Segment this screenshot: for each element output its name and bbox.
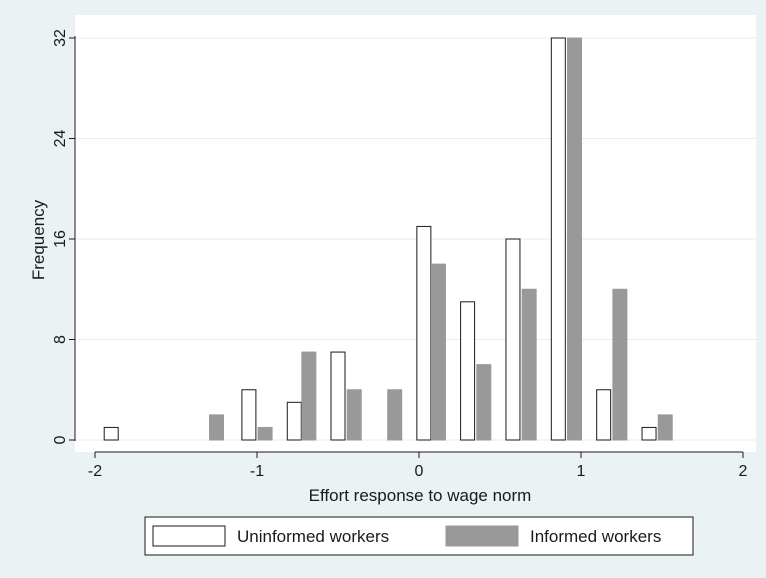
bar-uninformed-8 (596, 389, 612, 441)
bar-informed-10 (657, 414, 673, 441)
bar-informed-0 (209, 414, 224, 441)
bar-uninformed-7 (550, 37, 566, 441)
bar-informed-9 (612, 288, 628, 441)
bar-informed-8 (567, 37, 583, 441)
axes-layer: 0 8 16 24 32 -2 -1 0 1 2 (52, 29, 748, 480)
bar-informed-4 (387, 389, 403, 441)
y-tick-label-0: 0 (52, 435, 69, 444)
bars-layer (103, 37, 673, 441)
bar-informed-7 (521, 288, 537, 441)
x-axis-title: Effort response to wage norm (309, 486, 532, 505)
x-tick-label-1: -1 (250, 463, 264, 480)
y-tick-label-4: 32 (52, 29, 69, 47)
y-tick-label-3: 24 (52, 130, 69, 148)
bar-uninformed-1 (241, 389, 257, 441)
legend: Uninformed workers Informed workers (144, 516, 694, 556)
bar-informed-2 (301, 351, 317, 441)
plot-area (75, 15, 756, 452)
bar-informed-1 (257, 426, 273, 441)
x-tick-label-4: 2 (739, 463, 748, 480)
bar-uninformed-4 (416, 225, 432, 441)
bar-uninformed-6 (505, 238, 521, 441)
legend-box (144, 516, 694, 556)
x-tick-label-0: -2 (88, 463, 102, 480)
bar-uninformed-2 (286, 401, 302, 441)
bar-uninformed-9 (641, 426, 657, 441)
bar-informed-5 (430, 263, 446, 441)
x-tick-label-2: 0 (415, 463, 424, 480)
bar-informed-3 (346, 389, 362, 441)
y-tick-label-2: 16 (52, 230, 69, 248)
legend-label-uninformed: Uninformed workers (237, 527, 389, 546)
bar-uninformed-0 (103, 426, 119, 441)
legend-label-informed: Informed workers (530, 527, 661, 546)
bar-uninformed-3 (330, 351, 346, 441)
legend-swatch-informed (445, 525, 519, 547)
y-tick-label-1: 8 (52, 335, 69, 344)
bar-uninformed-5 (460, 301, 476, 441)
legend-swatch-uninformed (152, 525, 226, 547)
y-axis-title: Frequency (29, 199, 48, 280)
x-tick-label-3: 1 (577, 463, 586, 480)
bar-informed-6 (476, 364, 492, 441)
